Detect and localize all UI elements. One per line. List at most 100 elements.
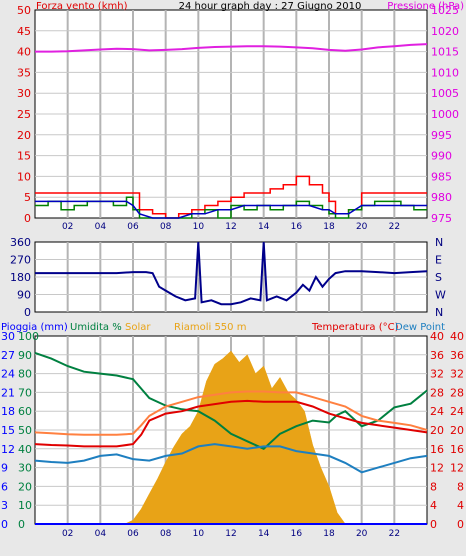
y-tick-rain-15: 15 [1,424,15,437]
legend-right-0: Temperatura (°C) [311,322,399,333]
y-tick-hum-30: 30 [18,462,32,475]
y-tick-wind-10: 10 [17,170,31,183]
y-tick-temp-b-16: 16 [450,443,464,456]
y-tick-wind-25: 25 [17,108,31,121]
y-tick-rain-6: 6 [1,480,8,493]
y-tick-dir-90: 90 [17,289,31,302]
y-tick-wind-30: 30 [17,87,31,100]
x-tick-p1-10: 10 [193,222,205,232]
y-tick-wind-35: 35 [17,66,31,79]
temperature-1-line [34,390,428,436]
y-tick-temp-0: 0 [430,518,437,531]
y-tick-hum-60: 60 [18,405,32,418]
y-tick-pressure-1025: 1025 [431,4,459,17]
y-tick-wind-15: 15 [17,150,31,163]
y-tick-temp-b-32: 32 [450,368,464,381]
y-tick-rain-30: 30 [1,330,15,343]
y-tick-wind-20: 20 [17,129,31,142]
x-tick-p1-08: 08 [160,222,172,232]
y-tick-hum-90: 90 [18,349,32,362]
y-tick-rain-24: 24 [1,368,15,381]
y-tick-temp-b-0: 0 [457,518,464,531]
dew-point-line [34,443,428,474]
x-tick-p1-16: 16 [291,222,303,232]
chart-title: 24 hour graph day : 27 Giugno 2010 [179,1,362,12]
y-tick-hum-50: 50 [18,424,32,437]
x-tick-p3-18: 18 [323,529,335,539]
y-tick-wind-40: 40 [17,46,31,59]
legend-left-0: Pioggia (mm) [1,322,68,333]
x-tick-p3-20: 20 [356,529,368,539]
y-tick-temp-b-20: 20 [450,424,464,437]
wind-direction-line [35,241,428,306]
y-tick-hum-80: 80 [18,368,32,381]
y-tick-rain-9: 9 [1,462,8,475]
y-tick-pressure-990: 990 [431,150,452,163]
y-tick-hum-20: 20 [18,480,32,493]
y-tick-pressure-985: 985 [431,170,452,183]
x-tick-p1-22: 22 [389,222,400,232]
y-tick-dir-270: 270 [10,254,31,267]
legend-left-1: Umidita % [70,322,122,333]
y-tick-wind-5: 5 [24,191,31,204]
wind-axis-label: Forza vento (kmh) [36,1,128,12]
x-tick-p3-14: 14 [258,529,270,539]
y-tick-dir-0: 0 [24,306,31,319]
compass-tick-4: N [435,236,443,249]
x-tick-p1-12: 12 [225,222,236,232]
y-tick-hum-40: 40 [18,443,32,456]
compass-tick-2: S [435,271,442,284]
y-tick-temp-16: 16 [430,443,444,456]
y-tick-pressure-1020: 1020 [431,25,459,38]
x-tick-p3-12: 12 [225,529,236,539]
legend-right-1: Dew Point [395,322,445,333]
compass-tick-3: E [435,254,442,267]
x-tick-p1-20: 20 [356,222,368,232]
x-tick-p3-10: 10 [193,529,205,539]
y-tick-hum-0: 0 [18,518,25,531]
x-tick-p3-08: 08 [160,529,172,539]
legend-left-3: Riamoli 550 m [174,322,246,333]
x-tick-p1-14: 14 [258,222,270,232]
y-tick-pressure-1010: 1010 [431,66,459,79]
y-tick-pressure-995: 995 [431,129,452,142]
y-tick-dir-360: 360 [10,236,31,249]
y-tick-rain-0: 0 [1,518,8,531]
y-tick-temp-32: 32 [430,368,444,381]
y-tick-pressure-1015: 1015 [431,46,459,59]
y-tick-hum-100: 100 [18,330,39,343]
x-tick-p3-02: 02 [62,529,73,539]
y-tick-hum-70: 70 [18,386,32,399]
legend-left-2: Solar [125,322,151,333]
y-tick-temp-12: 12 [430,462,444,475]
y-tick-pressure-980: 980 [431,191,452,204]
y-tick-temp-b-28: 28 [450,386,464,399]
y-tick-temp-b-8: 8 [457,480,464,493]
x-tick-p1-04: 04 [95,222,107,232]
x-tick-p3-22: 22 [389,529,400,539]
x-tick-p1-02: 02 [62,222,73,232]
y-tick-pressure-1000: 1000 [431,108,459,121]
y-tick-temp-28: 28 [430,386,444,399]
y-tick-wind-45: 45 [17,25,31,38]
compass-tick-0: N [435,306,443,319]
y-tick-wind-50: 50 [17,4,31,17]
y-tick-rain-21: 21 [1,386,15,399]
y-tick-temp-b-4: 4 [457,499,464,512]
y-tick-rain-18: 18 [1,405,15,418]
y-tick-rain-12: 12 [1,443,15,456]
solar-area [35,350,427,525]
y-tick-temp-20: 20 [430,424,444,437]
pressure-axis-label: Pressione (hPa) [387,1,464,12]
x-tick-p1-18: 18 [323,222,335,232]
y-tick-temp-24: 24 [430,405,444,418]
y-tick-wind-0: 0 [24,212,31,225]
y-tick-pressure-975: 975 [431,212,452,225]
x-tick-p1-06: 06 [127,222,139,232]
x-tick-p3-04: 04 [95,529,107,539]
y-tick-hum-10: 10 [18,499,32,512]
wind-avg-line [35,200,427,219]
y-tick-temp-36: 36 [430,349,444,362]
y-tick-rain-3: 3 [1,499,8,512]
